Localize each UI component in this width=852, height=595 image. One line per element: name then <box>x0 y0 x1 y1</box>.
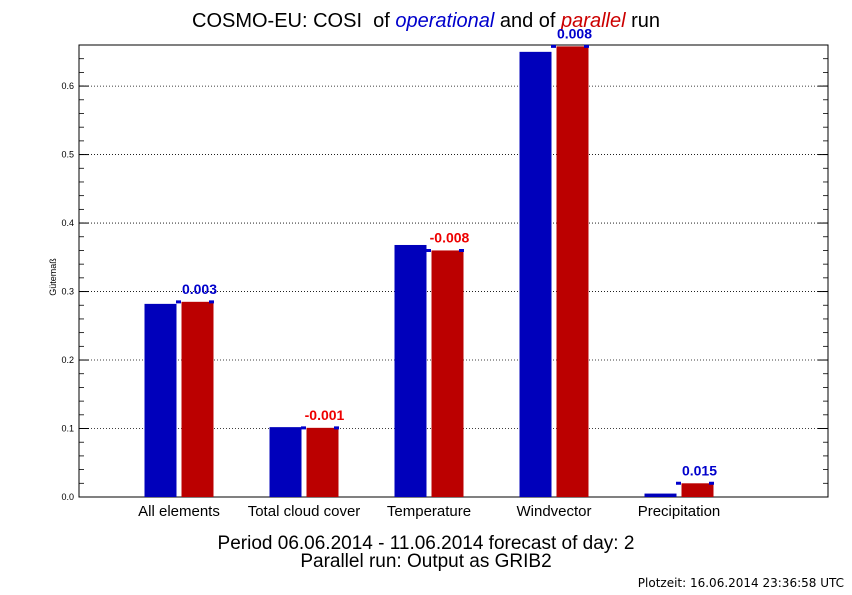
bar-operational <box>144 303 177 497</box>
bar-parallel <box>681 483 714 497</box>
y-tick-label: 0.5 <box>61 150 74 160</box>
bar-parallel <box>181 301 214 497</box>
bar-parallel <box>306 427 339 497</box>
bar-operational <box>644 493 677 497</box>
period-label: Period 06.06.2014 - 11.06.2014 forecast … <box>217 533 635 554</box>
bar-operational <box>269 427 302 497</box>
y-tick-label: 0.3 <box>61 287 74 297</box>
chart-title: COSMO-EU: COSI of operational and of par… <box>192 10 660 32</box>
x-tick-label: Temperature <box>387 503 471 520</box>
difference-label: -0.001 <box>305 407 345 423</box>
bar-operational <box>519 51 552 498</box>
x-tick-label: Total cloud cover <box>248 503 361 520</box>
x-tick-label: Windvector <box>516 503 591 520</box>
x-tick-label: All elements <box>138 503 220 520</box>
bar-parallel <box>431 250 464 497</box>
bar-operational <box>394 244 427 497</box>
y-tick-label: 0.4 <box>61 218 74 228</box>
y-tick-label: 0.6 <box>61 81 74 91</box>
difference-label: 0.003 <box>182 281 217 297</box>
difference-label: -0.008 <box>430 229 470 245</box>
y-tick-label: 0.0 <box>61 492 74 502</box>
title-operational: operational <box>395 10 495 32</box>
parallel-run-label: Parallel run: Output as GRIB2 <box>300 551 552 572</box>
bar-parallel <box>556 46 589 498</box>
plot-timestamp: Plotzeit: 16.06.2014 23:36:58 UTC <box>637 576 844 590</box>
difference-label: 0.008 <box>557 25 592 41</box>
y-tick-label: 0.1 <box>61 424 74 434</box>
x-tick-label: Precipitation <box>638 503 721 520</box>
title-parallel: parallel <box>561 10 626 32</box>
difference-label: 0.015 <box>682 462 717 478</box>
y-tick-label: 0.2 <box>61 355 74 365</box>
